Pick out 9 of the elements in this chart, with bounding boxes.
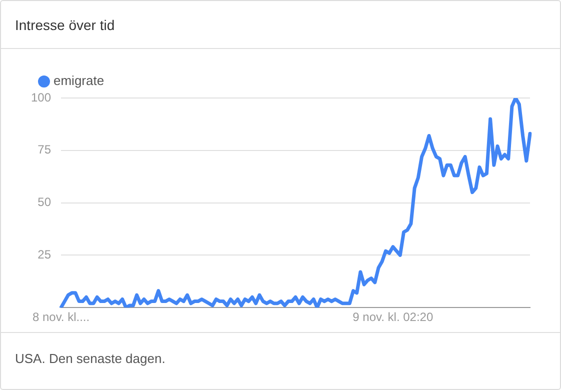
- legend-label: emigrate: [54, 73, 104, 88]
- x-tick-label: 8 nov. kl....: [32, 310, 90, 324]
- text: USA. Den senaste dagen.: [15, 351, 166, 366]
- y-tick-label: 50: [38, 195, 52, 210]
- y-tick-label: 100: [30, 90, 52, 104]
- chart-title: Intresse över tid: [1, 1, 560, 49]
- y-tick-label: 25: [38, 248, 52, 262]
- y-tick-label: 75: [38, 142, 52, 157]
- x-tick-label: 9 nov. kl. 02:20: [352, 310, 434, 324]
